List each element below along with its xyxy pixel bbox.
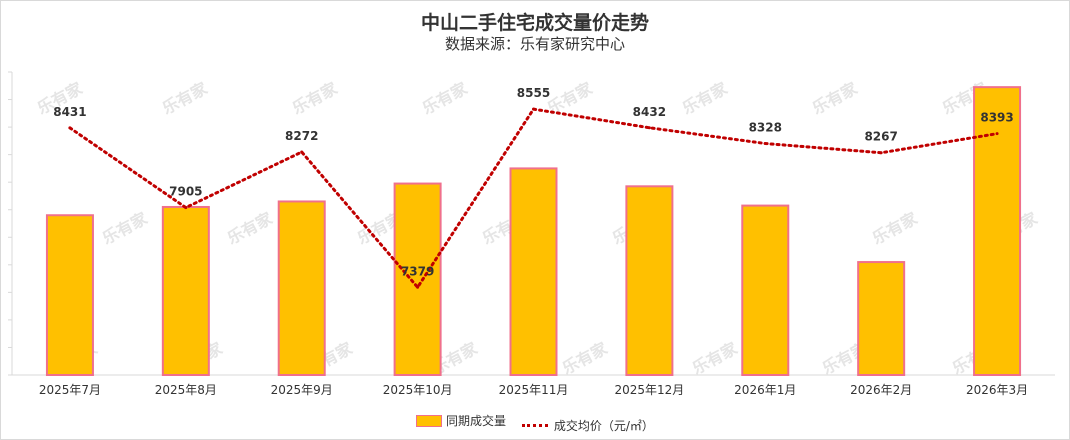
price-point-3 [416,285,420,289]
x-tick-label-3: 2025年10月 [383,383,453,397]
price-label-7: 8267 [864,130,897,144]
x-tick-label-7: 2026年2月 [850,383,912,397]
bar-5 [625,185,674,376]
x-tick-label-1: 2025年8月 [155,383,217,397]
bar-4 [509,167,558,376]
legend-item-volume[interactable]: 同期成交量 [416,412,506,429]
legend-bar-swatch [416,414,443,427]
x-tick-label-4: 2025年11月 [499,383,569,397]
price-label-8: 8393 [980,111,1013,125]
legend-label-volume: 同期成交量 [446,414,507,428]
chart-title: 中山二手住宅成交量价走势 [420,12,649,34]
bar-6 [741,204,790,376]
price-label-5: 8432 [633,105,666,119]
price-point-2 [300,150,304,154]
chart-legend: 同期成交量 成交均价（元/㎡） [0,412,1070,434]
price-label-3: 7379 [401,264,434,278]
x-tick-label-8: 2026年3月 [966,383,1028,397]
price-label-0: 8431 [53,105,86,119]
bar-8 [973,86,1022,377]
x-tick-label-6: 2026年1月 [734,383,796,397]
price-label-2: 8272 [285,129,318,143]
price-label-4: 8555 [517,86,550,100]
bar-2 [277,200,326,376]
legend-label-price: 成交均价（元/㎡） [553,418,654,433]
x-tick-label-2: 2025年9月 [271,383,333,397]
legend-item-price[interactable]: 成交均价（元/㎡） [521,417,654,434]
price-point-5 [647,126,651,130]
price-point-1 [184,206,188,210]
x-tick-label-5: 2025年12月 [614,383,684,397]
bar-0 [45,214,94,376]
x-tick-label-0: 2025年7月 [39,383,101,397]
bar-7 [857,261,906,376]
bar-1 [161,205,210,376]
legend-line-swatch [521,423,548,427]
price-point-7 [879,151,883,155]
chart-subtitle: 数据来源：乐有家研究中心 [444,35,625,53]
bar-3 [393,182,442,376]
price-point-8 [995,132,999,136]
price-label-1: 7905 [169,185,202,199]
price-point-0 [68,126,72,130]
price-point-4 [532,107,535,111]
price-label-6: 8328 [749,121,782,135]
price-point-6 [763,142,767,146]
